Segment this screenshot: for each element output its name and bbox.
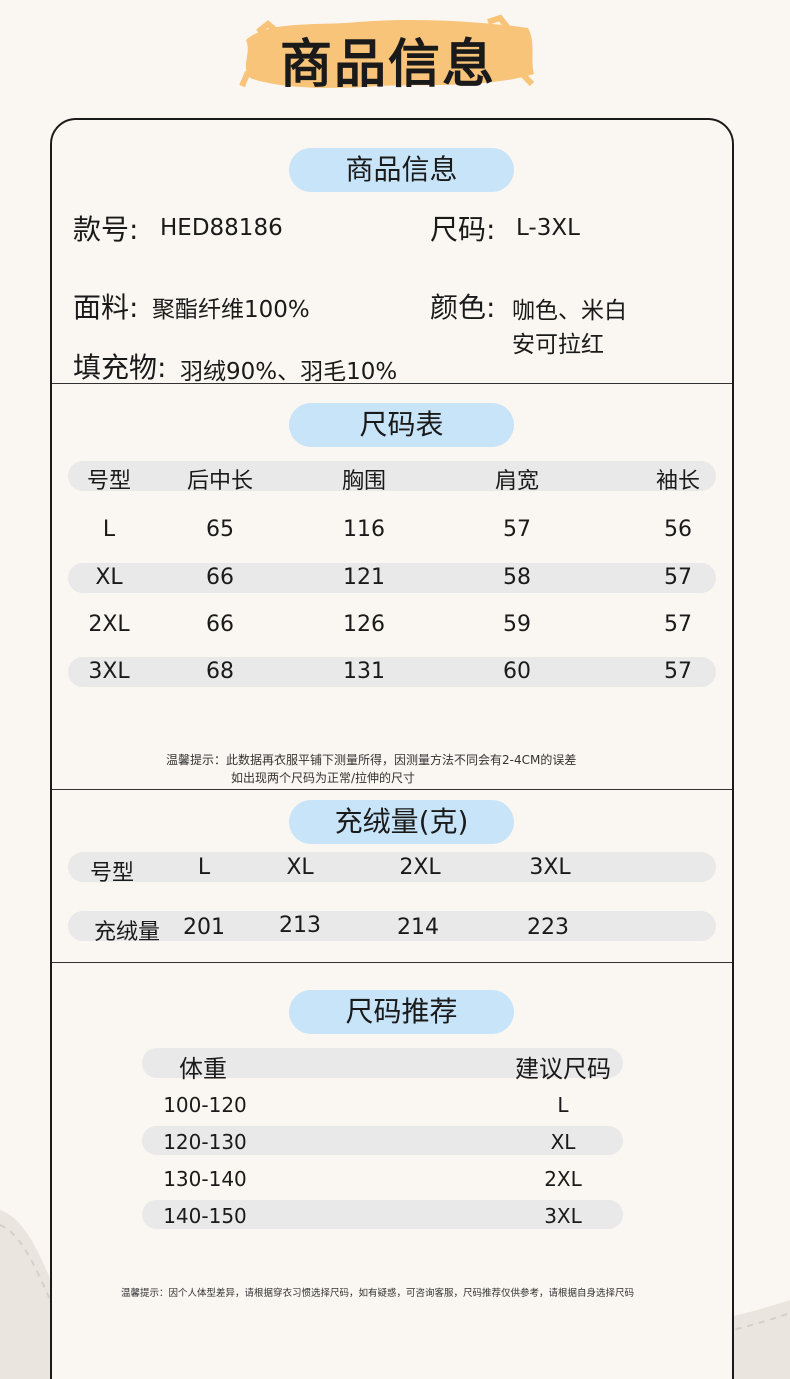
page-title: 商品信息 [279,35,496,95]
color-label: 颜色: [430,291,496,324]
size-value: L-3XL [516,215,580,241]
size-chart-cell: 3XL [88,659,130,684]
divider [52,789,732,790]
size-chart-cell: L [102,517,116,542]
size-chart-cell: 68 [206,659,234,684]
size-chart-cell: 60 [503,659,531,684]
size-chart-header: 肩宽 [494,469,539,494]
size-chart-cell: 57 [664,612,692,637]
recommend-cell: 120-130 [163,1130,247,1154]
fabric-label: 面料: [73,291,139,324]
down-cell: 201 [183,915,225,940]
recommend-cell: 140-150 [163,1204,247,1228]
down-cell: 3XL [529,855,571,880]
size-chart-header: 胸围 [341,469,386,494]
size-chart-note: 如出现两个尺码为正常/拉伸的尺寸 [231,771,416,785]
size-chart-cell: 57 [503,517,531,542]
recommend-header: 体重 [179,1055,227,1083]
size-chart-note: 温馨提示：此数据再衣服平铺下测量所得，因测量方法不同会有2-4CM的误差 [166,753,577,767]
size-chart-cell: 126 [343,612,385,637]
size-chart-cell: 57 [664,659,692,684]
down-cell: XL [286,855,314,880]
size-chart-cell: 59 [503,612,531,637]
down-cell: 2XL [399,855,441,880]
section-heading-info: 商品信息 [289,148,514,192]
size-chart-cell: 65 [206,517,234,542]
size-chart-row-band [68,563,716,593]
recommend-cell: XL [550,1130,576,1154]
recommend-note: 温馨提示：因个人体型差异，请根据穿衣习惯选择尺码，如有疑惑，可咨询客服，尺码推荐… [121,1288,635,1299]
recommend-cell: 3XL [544,1204,582,1228]
size-chart-cell: 58 [503,565,531,590]
recommend-header-band [142,1048,623,1078]
down-cell: 充绒量 [93,920,160,945]
down-cell: 223 [527,915,569,940]
recommend-cell: 2XL [544,1167,582,1191]
header-banner: 商品信息 [238,12,538,95]
color-value-1: 咖色、米白 [512,298,627,324]
down-cell: 号型 [89,861,134,886]
down-cell: 214 [397,915,439,940]
size-chart-cell: 56 [664,517,692,542]
filling-label: 填充物: [73,351,167,384]
recommend-header: 建议尺码 [515,1055,611,1083]
size-chart-cell: 66 [206,612,234,637]
size-chart-cell: 131 [343,659,385,684]
size-chart-cell: XL [95,565,123,590]
down-row-band [68,852,716,882]
down-cell: L [197,855,211,880]
size-chart-cell: 2XL [88,612,130,637]
size-chart-cell: 121 [343,565,385,590]
size-chart-header: 后中长 [186,469,253,494]
filling-value: 羽绒90%、羽毛10% [180,359,398,385]
size-chart-row-band [68,657,716,687]
info-card [50,118,734,1379]
size-chart-header-band [68,461,716,491]
style-label: 款号: [73,213,139,246]
section-heading-size-chart: 尺码表 [289,403,514,447]
down-cell: 213 [279,913,321,938]
recommend-cell: 130-140 [163,1167,247,1191]
size-chart-header: 袖长 [655,469,700,494]
color-value-2: 安可拉红 [512,332,604,358]
size-chart-cell: 116 [343,517,385,542]
style-value: HED88186 [160,215,283,241]
down-row-band [68,911,716,941]
size-chart-cell: 66 [206,565,234,590]
brush-stroke-icon [239,14,535,88]
recommend-row-band [142,1200,623,1229]
recommend-cell: L [557,1093,569,1117]
divider [52,383,732,384]
section-heading-down: 充绒量(克) [289,800,514,844]
size-chart-cell: 57 [664,565,692,590]
size-label: 尺码: [430,213,496,246]
divider [52,962,732,963]
size-chart-header: 号型 [86,469,131,494]
section-heading-recommend: 尺码推荐 [289,990,514,1034]
fabric-value: 聚酯纤维100% [152,297,310,323]
recommend-cell: 100-120 [163,1093,247,1117]
recommend-row-band [142,1126,623,1155]
